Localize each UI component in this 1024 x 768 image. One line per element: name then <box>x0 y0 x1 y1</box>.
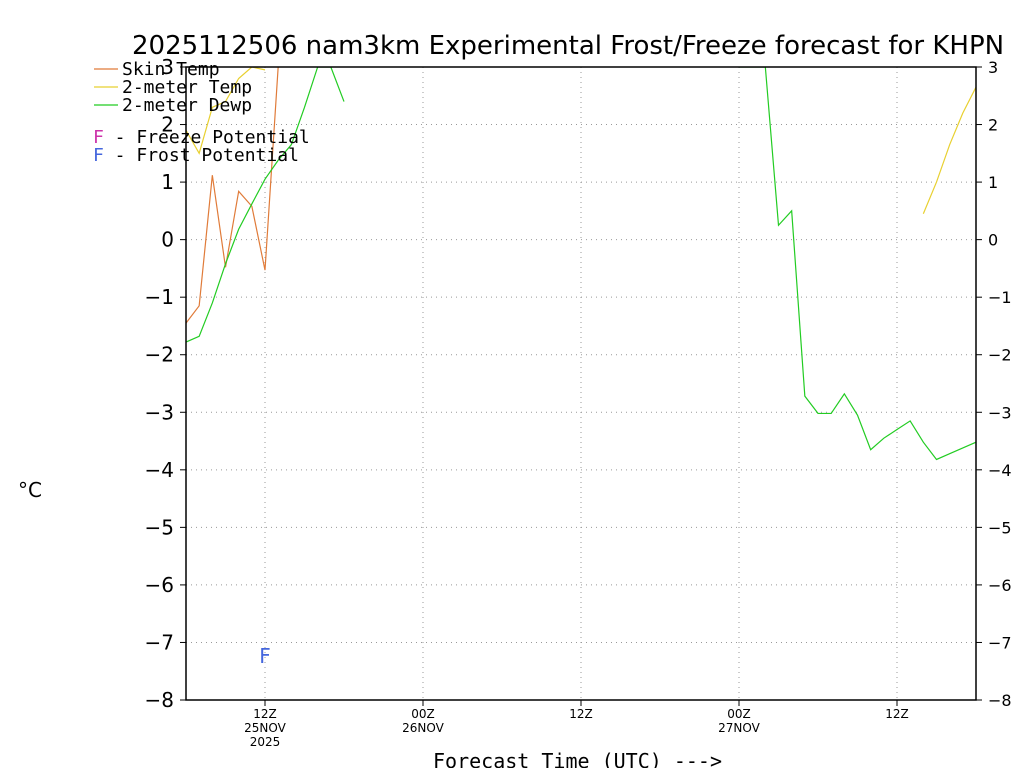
data-series <box>186 67 976 461</box>
y-tick-label-left: −6 <box>145 573 174 597</box>
legend-entry: Skin Temp <box>122 59 220 80</box>
chart-title: 2025112506 nam3km Experimental Frost/Fre… <box>132 31 1004 61</box>
series-line-2-meter-temp <box>922 86 976 214</box>
x-tick-label: 12Z <box>569 707 593 721</box>
x-axis-label: Forecast Time (UTC) ---> <box>433 749 722 768</box>
y-tick-label-left: −4 <box>145 458 174 482</box>
x-tick-label: 2025 <box>250 735 281 749</box>
legend-entry: 2-meter Temp <box>122 77 252 98</box>
y-tick-label-left: −2 <box>145 343 174 367</box>
y-tick-label-left: −7 <box>145 630 174 654</box>
x-tick-label: 00Z <box>411 707 435 721</box>
series-line-2-meter-temp <box>186 67 266 155</box>
x-tick-label: 12Z <box>253 707 277 721</box>
y-tick-label-right: 2 <box>988 116 998 135</box>
y-tick-label-right: −1 <box>988 288 1012 307</box>
y-axis-ticks: 3 3 2 2 1 1 0 0 −1 −1 −2 −2 −3 −3 −4 −4 −5 −5 −6 −6 −7 −7 −8 −8 <box>145 55 1012 712</box>
y-tick-label-right: −7 <box>988 633 1012 652</box>
series-line-2-meter-dewp <box>739 67 976 461</box>
y-tick-label-right: −5 <box>988 518 1012 537</box>
y-tick-label-left: −8 <box>145 688 174 712</box>
y-tick-label-left: −5 <box>145 515 174 539</box>
y-tick-label-right: −4 <box>988 461 1012 480</box>
x-tick-label: 12Z <box>885 707 909 721</box>
y-tick-label-right: 0 <box>988 231 998 250</box>
y-tick-label-left: 0 <box>161 228 174 252</box>
y-tick-label-right: −6 <box>988 576 1012 595</box>
frost-marker: F <box>259 644 271 668</box>
x-tick-label: 26NOV <box>402 721 444 735</box>
y-tick-label-right: 3 <box>988 58 998 77</box>
grid-lines <box>186 67 976 700</box>
series-line-skin-temp <box>186 67 279 324</box>
series-line-2-meter-dewp <box>186 67 345 343</box>
y-tick-label-left: −3 <box>145 400 174 424</box>
y-tick-label-left: 1 <box>161 170 174 194</box>
y-tick-label-right: −2 <box>988 346 1012 365</box>
legend-entry: 2-meter Dewp <box>122 95 252 116</box>
plot-frame <box>185 66 977 701</box>
y-tick-label-left: 2 <box>161 113 174 137</box>
x-tick-label: 25NOV <box>244 721 286 735</box>
x-tick-label: 00Z <box>727 707 751 721</box>
y-tick-label-left: 3 <box>161 55 174 79</box>
y-tick-label-left: −1 <box>145 285 174 309</box>
potential-markers: F <box>259 644 271 668</box>
potential-legend-entry: F - Freeze Potential <box>93 127 310 148</box>
potential-legend-entry: F - Frost Potential <box>93 145 299 166</box>
y-tick-label-right: −8 <box>988 691 1012 710</box>
x-tick-label: 27NOV <box>718 721 760 735</box>
y-axis-label: °C <box>18 478 42 502</box>
y-tick-label-right: 1 <box>988 173 998 192</box>
y-tick-label-right: −3 <box>988 403 1012 422</box>
